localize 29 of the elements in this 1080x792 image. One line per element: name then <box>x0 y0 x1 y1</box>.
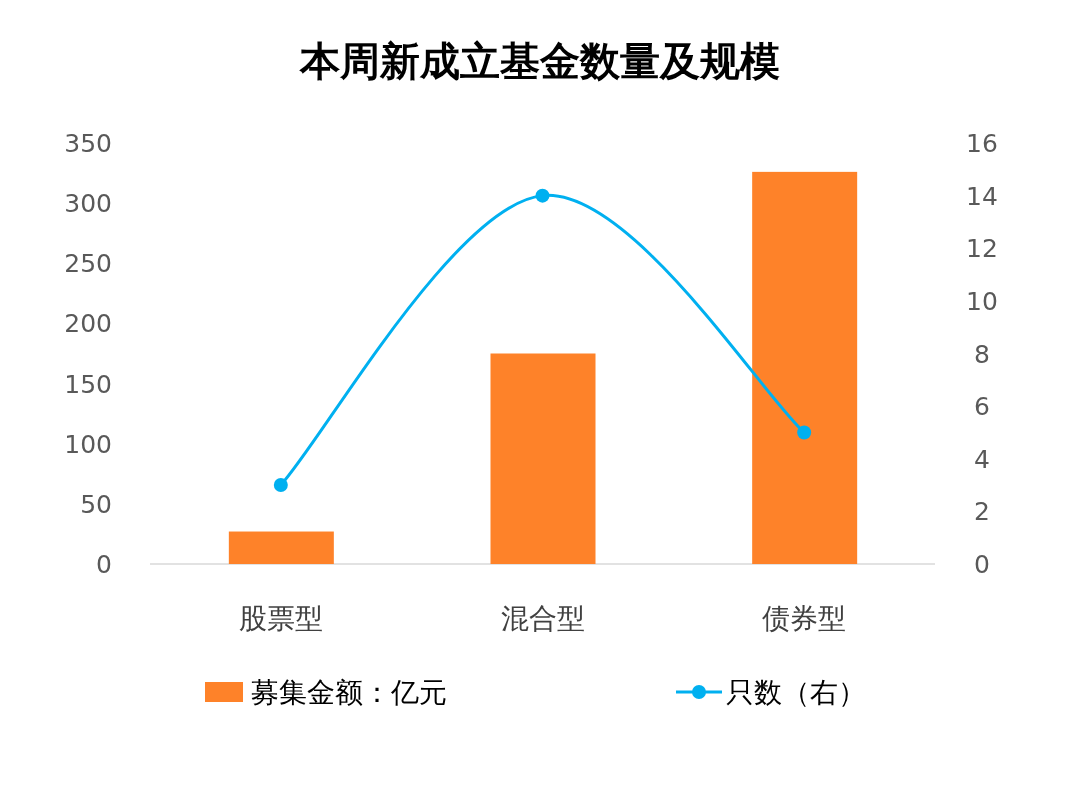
bar <box>490 353 596 564</box>
y2-tick-label: 10 <box>966 286 998 316</box>
y2-tick-label: 16 <box>966 129 998 158</box>
y-tick-label: 250 <box>64 249 112 279</box>
y2-tick-label: 8 <box>974 339 990 369</box>
y-tick-label: 350 <box>64 129 112 158</box>
y2-tick-label: 0 <box>974 550 990 579</box>
y2-tick-label: 2 <box>974 497 990 527</box>
point <box>797 425 812 440</box>
y2-tick-label: 12 <box>966 234 998 264</box>
y2-tick-label: 4 <box>974 444 990 474</box>
bar <box>228 531 334 564</box>
y-tick-label: 100 <box>64 429 112 459</box>
y-tick-label: 150 <box>64 369 112 399</box>
legend-label: 募集金额：亿元 <box>251 676 447 709</box>
y2-tick-label: 6 <box>974 392 990 422</box>
x-tick-label: 股票型 <box>238 602 323 635</box>
y2-tick-label: 14 <box>966 181 998 211</box>
y-tick-label: 300 <box>64 189 112 219</box>
y-tick-label: 0 <box>96 550 112 579</box>
legend-label: 只数（右） <box>726 676 866 709</box>
bar <box>752 171 858 564</box>
x-tick-label: 混合型 <box>500 602 585 635</box>
x-tick-label: 债券型 <box>762 602 847 635</box>
y-tick-label: 200 <box>64 309 112 339</box>
point <box>273 478 288 493</box>
point <box>535 188 550 203</box>
chart-title: 本周新成立基金数量及规模 <box>299 38 780 84</box>
y-tick-label: 50 <box>80 489 112 519</box>
